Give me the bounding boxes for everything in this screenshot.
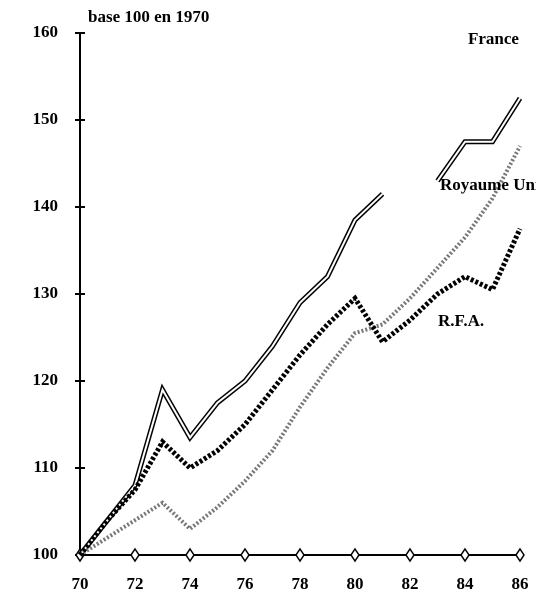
series-label: Royaume Uni — [440, 175, 536, 194]
x-tick-label: 72 — [127, 574, 144, 593]
x-tick — [240, 547, 250, 563]
y-tick-label: 140 — [33, 196, 59, 215]
series-label: France — [468, 29, 519, 48]
x-tick — [350, 547, 360, 563]
y-tick-label: 150 — [33, 109, 59, 128]
x-tick — [515, 547, 525, 563]
y-tick-label: 120 — [33, 370, 59, 389]
y-tick-label: 100 — [33, 544, 59, 563]
x-tick-label: 76 — [237, 574, 254, 593]
x-tick-label: 82 — [402, 574, 419, 593]
x-tick-label: 78 — [292, 574, 309, 593]
chart-subtitle: base 100 en 1970 — [88, 7, 209, 26]
x-tick-label: 70 — [72, 574, 89, 593]
y-tick-label: 130 — [33, 283, 59, 302]
x-tick-label: 80 — [347, 574, 364, 593]
series-line — [78, 227, 523, 557]
x-tick — [185, 547, 195, 563]
x-tick — [460, 547, 470, 563]
x-tick-label: 74 — [182, 574, 200, 593]
x-tick — [130, 547, 140, 563]
x-tick-label: 86 — [512, 574, 529, 593]
x-tick-label: 84 — [457, 574, 475, 593]
y-tick-label: 160 — [33, 22, 59, 41]
series-label: R.F.A. — [438, 311, 484, 330]
x-tick — [295, 547, 305, 563]
y-tick-label: 110 — [33, 457, 58, 476]
series-line — [78, 145, 522, 557]
x-tick — [405, 547, 415, 563]
